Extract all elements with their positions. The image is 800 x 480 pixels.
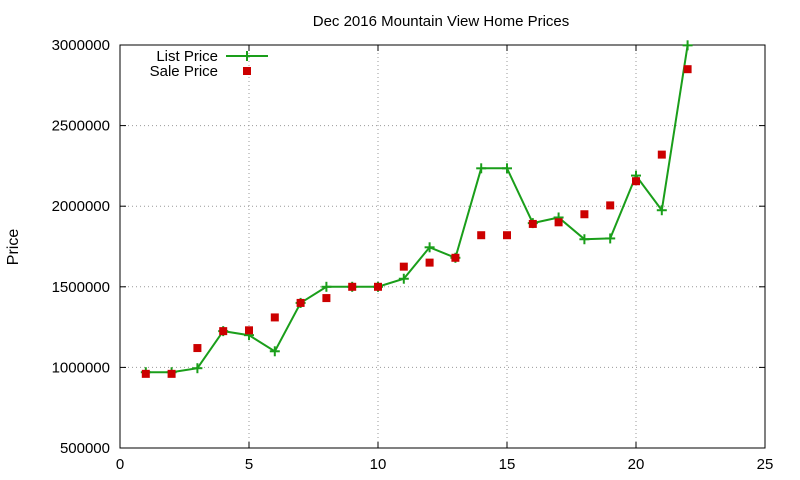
sale-price-point [554,218,563,227]
sale-price-point [632,177,640,186]
list-price-point [605,233,616,244]
x-tick-label: 5 [245,456,253,473]
plot-frame [119,44,766,449]
list-price-point [476,163,487,174]
list-price-point [321,281,332,292]
x-tick-label: 10 [370,456,387,473]
list-price-point [398,273,409,284]
y-tick-label: 1500000 [52,279,110,296]
sale-price-point [425,258,434,267]
legend-label-list-price: List Price [156,48,218,65]
legend-marker-list-price [242,51,252,61]
sale-price-point [245,326,253,335]
sale-price-point [528,219,537,228]
x-tick-label: 20 [628,456,645,473]
y-tick-label: 1000000 [52,359,110,376]
chart-title: Dec 2016 Mountain View Home Prices [313,13,570,30]
sale-price-point [193,344,202,353]
sale-price-point [683,65,692,74]
y-tick-label: 500000 [60,440,110,457]
sale-price-point [296,298,305,307]
grid [120,45,765,448]
sale-price-point [606,201,615,210]
sale-price-point [477,231,486,240]
x-tick-label: 15 [499,456,516,473]
list-price-line [145,45,689,374]
sale-price-point [167,369,176,378]
list-price-point [579,234,590,245]
sale-price-point [270,313,279,322]
legend-label-sale-price: Sale Price [150,63,218,80]
x-tick-label: 25 [757,456,774,473]
sale-price-point [580,210,589,219]
sale-price-point [503,231,511,240]
y-tick-label: 2500000 [52,118,110,135]
list-price-point [682,40,693,51]
list-price-point [269,346,280,357]
legend: List Price Sale Price [150,48,268,80]
axis-ticks: 0 5 10 15 20 25 500000 1000000 1500000 2000000 250… [52,37,774,473]
sale-price-point [219,327,228,336]
sale-price-point [657,150,666,159]
sale-price-point [451,253,460,262]
sale-price-point [374,282,382,291]
x-tick-label: 0 [116,456,124,473]
list-price-point [424,242,435,253]
list-price-point [502,163,512,174]
sale-price-point [322,294,331,303]
list-price-point [656,205,667,216]
sale-price-point [348,282,357,291]
y-tick-label: 2000000 [52,198,110,215]
sale-price-point [141,369,150,378]
legend-marker-sale-price [243,67,251,75]
list-price-point [192,363,203,374]
y-tick-label: 3000000 [52,37,110,54]
y-axis-label: Price [5,229,22,266]
data-series [140,40,693,378]
sale-price-point [399,262,408,271]
